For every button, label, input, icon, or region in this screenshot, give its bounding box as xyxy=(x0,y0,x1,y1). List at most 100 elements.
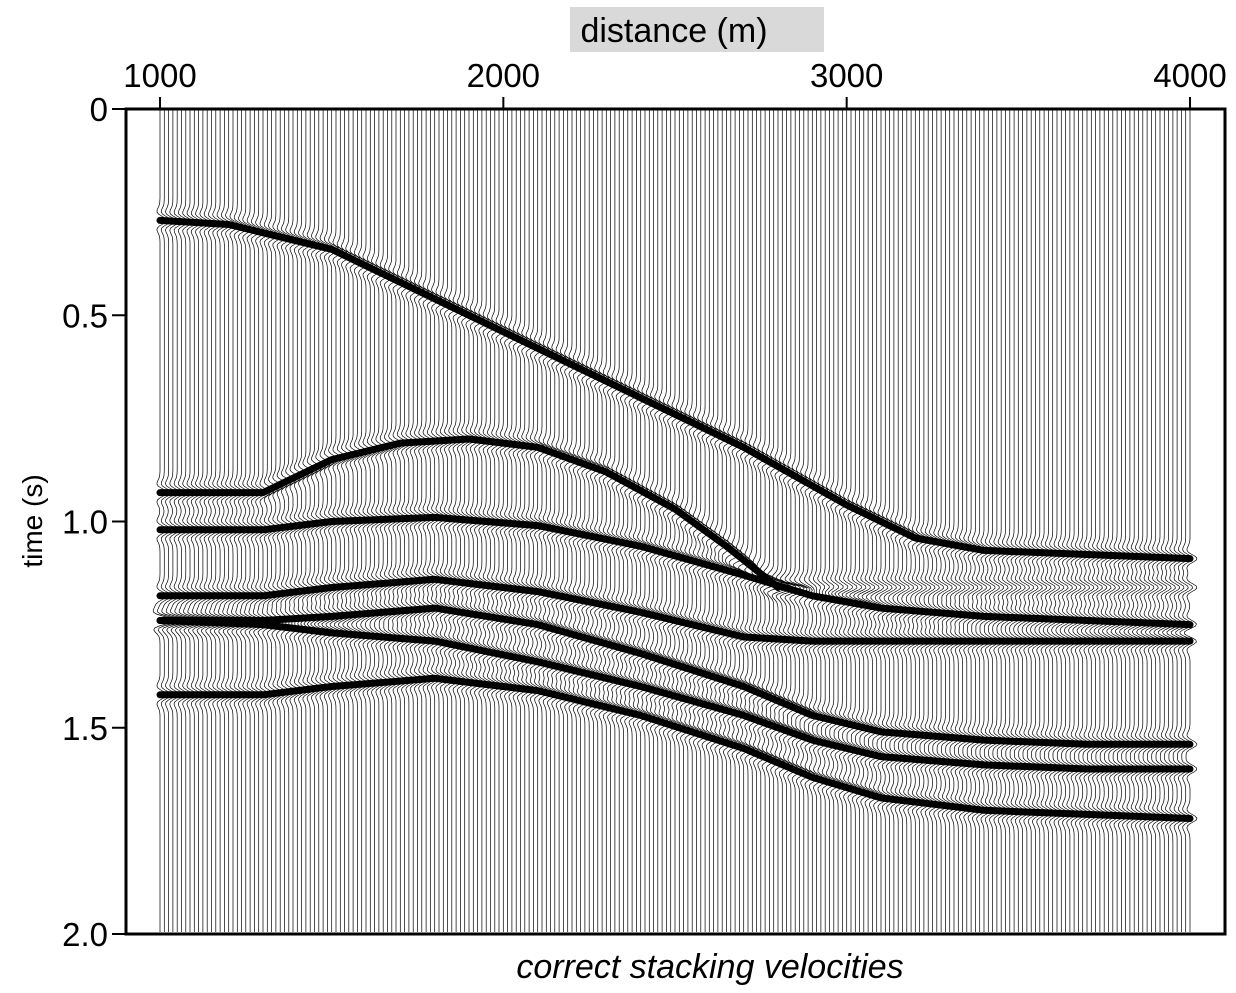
seismic-trace xyxy=(701,110,713,932)
seismic-trace xyxy=(1093,110,1108,932)
seismic-trace xyxy=(187,110,208,932)
seismic-trace xyxy=(710,110,722,932)
seismic-trace xyxy=(833,110,846,932)
seismic-trace xyxy=(641,110,653,932)
seismic-trace xyxy=(222,110,242,932)
seismic-trace xyxy=(958,110,970,932)
seismic-trace xyxy=(1030,110,1043,932)
seismic-trace xyxy=(174,110,196,932)
seismic-trace xyxy=(901,110,915,932)
seismic-trace xyxy=(697,110,709,932)
seismic-trace xyxy=(581,110,593,932)
seismic-trace xyxy=(1068,110,1082,932)
seismic-trace xyxy=(529,110,541,932)
seismic-trace xyxy=(577,110,589,932)
seismic-trace xyxy=(297,110,310,932)
seismic-trace xyxy=(1042,110,1056,932)
seismic-trace xyxy=(165,110,187,932)
seismic-trace xyxy=(1089,110,1104,932)
seismic-trace xyxy=(671,110,683,932)
reflector-layer xyxy=(156,216,1194,822)
reflector-event xyxy=(156,575,1194,645)
seismic-trace xyxy=(923,110,936,932)
seismic-trace xyxy=(572,110,584,932)
seismic-trace xyxy=(551,110,563,932)
seismic-trace xyxy=(293,110,305,932)
y-axis-label: time (s) xyxy=(17,474,48,567)
x-tick-label: 3000 xyxy=(810,57,883,94)
seismic-trace xyxy=(825,110,837,932)
seismic-trace xyxy=(752,110,765,932)
seismic-trace xyxy=(1055,110,1069,932)
reflector-event xyxy=(156,617,1194,773)
seismic-trace xyxy=(426,110,438,932)
seismic-trace xyxy=(733,110,747,932)
seismic-trace xyxy=(252,110,271,932)
seismic-trace xyxy=(546,110,558,932)
seismic-trace xyxy=(542,110,554,932)
seismic-trace xyxy=(619,110,631,932)
seismic-trace xyxy=(284,110,297,932)
seismic-trace xyxy=(808,110,820,932)
seismic-trace xyxy=(598,110,610,932)
seismic-trace xyxy=(714,110,726,932)
seismic-trace xyxy=(1140,110,1155,932)
seismic-trace xyxy=(1097,110,1112,932)
seismic-trace xyxy=(1085,110,1099,932)
seismic-trace xyxy=(816,110,829,932)
seismic-trace xyxy=(756,110,769,932)
seismic-trace xyxy=(1004,110,1018,932)
seismic-trace xyxy=(645,110,657,932)
seismic-trace xyxy=(1157,110,1172,932)
seismic-trace xyxy=(244,110,263,932)
seismic-trace xyxy=(1170,110,1185,932)
seismic-trace xyxy=(611,110,623,932)
seismic-trace xyxy=(235,110,255,932)
y-tick-label: 1.5 xyxy=(62,710,108,747)
seismic-trace xyxy=(849,110,863,932)
seismic-trace xyxy=(213,110,234,932)
chart-caption: correct stacking velocities xyxy=(516,948,903,986)
seismic-trace xyxy=(845,110,859,932)
seismic-trace xyxy=(883,110,897,932)
seismic-trace xyxy=(728,110,743,932)
seismic-trace xyxy=(892,110,906,932)
seismic-trace xyxy=(183,110,204,932)
seismic-trace xyxy=(602,110,614,932)
seismic-trace xyxy=(632,110,644,932)
seismic-trace xyxy=(996,110,1009,932)
seismic-trace xyxy=(962,110,975,932)
seismic-trace xyxy=(759,110,777,932)
x-tick-label: 4000 xyxy=(1153,57,1226,94)
seismic-trace xyxy=(705,110,717,932)
seismic-trace xyxy=(654,110,666,932)
seismic-trace xyxy=(275,110,288,932)
seismic-trace xyxy=(932,110,945,932)
seismic-trace xyxy=(725,110,739,932)
seismic-trace xyxy=(1076,110,1091,932)
seismic-trace xyxy=(204,110,226,932)
seismic-trace xyxy=(799,110,813,932)
seismic-trace xyxy=(949,110,962,932)
seismic-trace xyxy=(266,110,281,932)
seismic-trace xyxy=(1017,110,1031,932)
seismic-trace xyxy=(170,110,191,932)
seismic-trace xyxy=(953,110,966,932)
seismic-trace xyxy=(196,110,217,932)
seismic-trace xyxy=(812,110,825,932)
seismic-trace xyxy=(1059,110,1074,932)
seismic-trace xyxy=(945,110,958,932)
seismic-trace xyxy=(594,110,606,932)
seismic-trace xyxy=(879,110,893,932)
seismic-trace xyxy=(979,110,992,932)
seismic-trace xyxy=(200,110,221,932)
reflector-event xyxy=(156,604,1194,748)
seismic-trace xyxy=(1102,110,1116,932)
seismic-trace xyxy=(992,110,1005,932)
y-tick-label: 1.0 xyxy=(62,504,108,541)
seismic-trace xyxy=(564,110,576,932)
seismic-trace xyxy=(1153,110,1168,932)
seismic-trace xyxy=(1013,110,1026,932)
seismic-trace xyxy=(1114,110,1129,932)
seismic-trace xyxy=(737,110,752,932)
